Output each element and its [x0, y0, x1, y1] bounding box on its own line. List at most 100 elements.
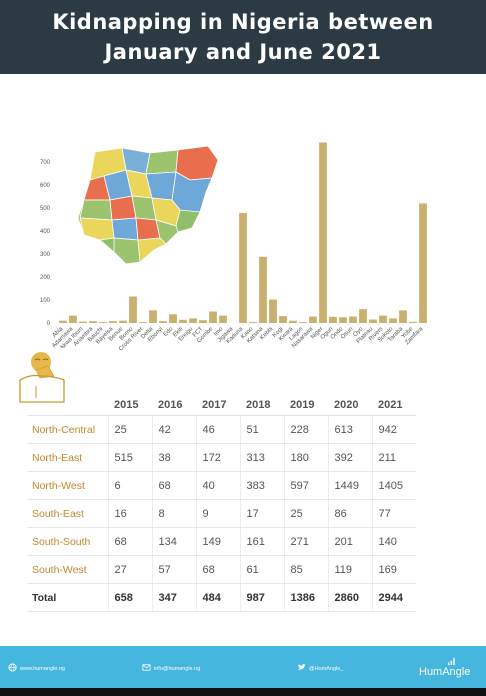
bar — [159, 321, 167, 323]
table-cell: 201 — [327, 527, 372, 556]
table-cell: 211 — [371, 443, 416, 472]
table-cell: 169 — [371, 555, 416, 584]
bar — [409, 321, 417, 323]
bottom-strip — [0, 688, 486, 696]
bar — [109, 321, 117, 323]
twitter-icon — [297, 664, 306, 670]
bar — [269, 299, 277, 323]
table-body: North-Central 25 42 46 51 228 613 942 North-East… — [28, 415, 416, 612]
mail-icon — [142, 664, 151, 671]
y-tick-label: 100 — [40, 298, 51, 304]
table-cell: 392 — [327, 443, 372, 472]
bar — [169, 314, 177, 323]
bar — [289, 320, 297, 323]
table-row: North-East 515 38 172 313 180 392 211 — [28, 443, 416, 472]
table-cell: 86 — [327, 499, 372, 528]
table-cell: 38 — [151, 443, 196, 472]
y-tick-label: 0 — [47, 321, 51, 327]
bar — [279, 316, 287, 323]
table-cell: 25 — [283, 499, 328, 528]
table-cell: 61 — [239, 555, 284, 584]
table-cell: 134 — [151, 527, 196, 556]
column-header: 2015 — [108, 395, 152, 416]
table-row: South-East 16 8 9 17 25 86 77 — [28, 499, 416, 528]
globe-icon — [8, 663, 17, 672]
table-cell: 597 — [283, 471, 328, 500]
table-cell: 27 — [107, 555, 152, 584]
nigeria-map-icon — [77, 145, 219, 265]
bar-series — [59, 142, 427, 323]
table-cell: 42 — [151, 415, 196, 444]
table-cell: 8 — [151, 499, 196, 528]
y-axis: 0 100 200 300 400 500 600 700 — [40, 160, 51, 327]
table-corner — [28, 395, 108, 416]
bar — [249, 322, 257, 323]
signal-icon — [447, 657, 455, 666]
column-header: 2016 — [152, 395, 196, 416]
bar — [239, 213, 247, 323]
table-cell: 484 — [195, 583, 240, 612]
table-cell: 57 — [151, 555, 196, 584]
y-tick-label: 400 — [40, 229, 51, 235]
bar — [369, 319, 377, 323]
table-cell: 987 — [239, 583, 284, 612]
table-header-row: 2015 2016 2017 2018 2019 2020 2021 — [28, 395, 416, 416]
table-cell: 68 — [107, 527, 152, 556]
bar — [79, 321, 87, 323]
table-cell: 119 — [327, 555, 372, 584]
bar — [359, 309, 367, 323]
bar — [219, 315, 227, 323]
table-cell: 77 — [371, 499, 416, 528]
footer-email[interactable]: info@humangle.ng — [154, 666, 201, 672]
table-cell: 68 — [195, 555, 240, 584]
table-cell: 161 — [239, 527, 284, 556]
table-cell: 1386 — [283, 583, 328, 612]
table-cell: 25 — [107, 415, 152, 444]
table-cell: 9 — [195, 499, 240, 528]
column-header: 2021 — [372, 395, 416, 416]
bar — [199, 320, 207, 323]
table-cell: 149 — [195, 527, 240, 556]
table-cell: 1405 — [371, 471, 416, 500]
table-cell: 613 — [327, 415, 372, 444]
table-cell: 40 — [195, 471, 240, 500]
page-title-line-1: Kidnapping in Nigeria between — [52, 10, 434, 34]
x-tick-label: Imo — [213, 326, 225, 338]
table-row: South-West 27 57 68 61 85 119 169 — [28, 555, 416, 584]
row-label: South-West — [28, 555, 108, 584]
bar — [59, 320, 67, 323]
table-cell: 228 — [283, 415, 328, 444]
bar — [309, 316, 317, 323]
table-cell: 46 — [195, 415, 240, 444]
table-cell: 658 — [107, 583, 152, 612]
row-label: South-East — [28, 499, 108, 528]
row-label: Total — [28, 583, 108, 612]
table-cell: 85 — [283, 555, 328, 584]
table-cell: 383 — [239, 471, 284, 500]
header-banner — [0, 0, 486, 74]
table-cell: 6 — [107, 471, 152, 500]
covering-face-person-icon — [18, 348, 68, 403]
bar — [389, 318, 397, 323]
table-cell: 1449 — [327, 471, 372, 500]
footer-twitter[interactable]: @HumAngle_ — [309, 666, 344, 672]
table-cell: 51 — [239, 415, 284, 444]
table-cell: 180 — [283, 443, 328, 472]
bar — [99, 322, 107, 323]
row-label: South-South — [28, 527, 108, 556]
table-cell: 2944 — [371, 583, 416, 612]
table-total-row: Total 658 347 484 987 1386 2860 2944 — [28, 583, 416, 612]
bar — [119, 320, 127, 323]
bar — [149, 310, 157, 323]
table-cell: 2860 — [327, 583, 372, 612]
table-cell: 942 — [371, 415, 416, 444]
table-cell: 515 — [107, 443, 152, 472]
bar — [329, 316, 337, 323]
footer-website[interactable]: www.humangle.ng — [20, 666, 65, 672]
bar — [259, 256, 267, 323]
bar — [189, 318, 197, 323]
table-cell: 140 — [371, 527, 416, 556]
